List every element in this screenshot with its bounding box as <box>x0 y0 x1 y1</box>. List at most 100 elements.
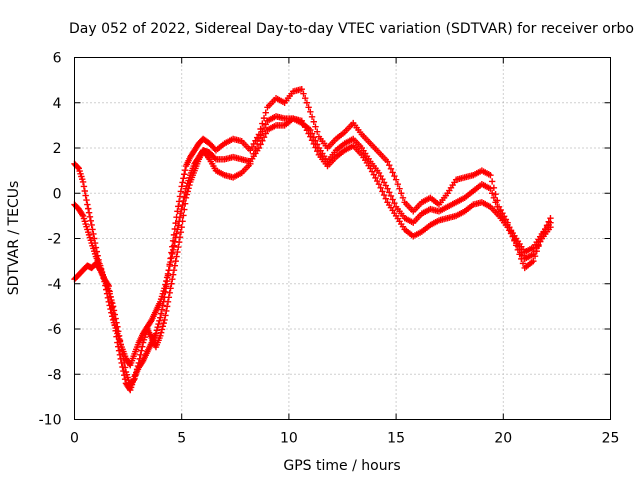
data-point <box>389 196 396 203</box>
data-point <box>301 95 309 102</box>
data-point <box>156 317 163 325</box>
data-point <box>490 194 498 201</box>
data-point <box>85 205 92 212</box>
x-tick-label: 10 <box>280 431 298 447</box>
data-point <box>308 113 316 120</box>
data-point <box>298 85 305 93</box>
axes: 0 5 10 15 20 25 -10 -8 -6 -4 -2 0 2 4 6 <box>39 51 620 447</box>
data-point <box>175 218 183 225</box>
data-point <box>138 347 145 354</box>
data-point <box>389 169 396 176</box>
data-series <box>71 115 554 369</box>
data-point <box>86 213 94 220</box>
data-point <box>163 277 170 285</box>
y-tick-label: 4 <box>53 96 62 112</box>
data-point <box>180 175 187 182</box>
y-tick-label: 2 <box>53 141 62 157</box>
x-tick-label: 20 <box>494 431 512 447</box>
data-point <box>492 199 499 206</box>
data-point <box>163 307 170 315</box>
data-point <box>132 372 139 379</box>
data-point <box>181 171 188 178</box>
data-point <box>74 164 82 171</box>
data-point <box>131 375 138 382</box>
data-point <box>488 190 496 197</box>
data-point <box>173 253 180 260</box>
data-point <box>91 235 98 242</box>
data-point <box>180 197 187 205</box>
data-point <box>136 355 143 363</box>
data-point <box>255 144 263 152</box>
data-point <box>379 188 386 195</box>
data-point <box>380 191 388 199</box>
chart-title: Day 052 of 2022, Sidereal Day-to-day VTE… <box>69 21 634 37</box>
data-point <box>99 271 107 279</box>
data-point <box>169 250 176 258</box>
data-point <box>259 128 266 135</box>
data-point <box>97 265 105 273</box>
data-point <box>157 310 165 317</box>
data-point <box>300 90 307 97</box>
data-point <box>168 254 175 262</box>
data-point <box>105 298 113 306</box>
data-point <box>161 316 168 324</box>
x-tick-label: 0 <box>70 431 79 447</box>
data-point <box>88 221 95 229</box>
data-point <box>84 201 91 208</box>
data-point <box>104 294 112 301</box>
data-point <box>169 246 177 254</box>
data-point <box>101 278 108 285</box>
data-point <box>176 214 184 221</box>
data-point <box>172 257 179 265</box>
data-point <box>97 262 104 269</box>
data-point <box>303 99 311 106</box>
grid <box>74 57 611 420</box>
data-point <box>174 226 181 233</box>
data-point <box>161 285 168 292</box>
data-point <box>387 192 395 200</box>
data-point <box>130 376 137 384</box>
data-point <box>255 135 263 143</box>
data-point <box>181 166 189 174</box>
data-point <box>487 185 494 192</box>
data-point <box>386 189 393 196</box>
data-point <box>174 248 181 256</box>
data-point <box>312 137 319 144</box>
data-point <box>260 124 268 132</box>
data-point <box>530 257 537 265</box>
data-point <box>82 192 89 199</box>
data-point <box>178 205 185 213</box>
data-point <box>260 133 268 141</box>
data-point <box>312 123 319 130</box>
y-tick-label: -6 <box>48 322 62 338</box>
data-point <box>85 209 93 216</box>
data-point <box>134 362 142 370</box>
data-point <box>172 234 179 241</box>
data-point <box>262 130 269 137</box>
data-point <box>171 238 179 245</box>
data-point <box>382 195 390 202</box>
data-point <box>181 189 189 196</box>
data-point <box>494 203 501 211</box>
data-point <box>386 161 393 169</box>
data-point <box>137 351 144 358</box>
data-point <box>135 359 143 367</box>
data-point <box>157 314 164 321</box>
data-point <box>375 181 383 188</box>
data-point <box>260 114 268 122</box>
data-point <box>173 230 180 237</box>
data-point <box>83 196 90 204</box>
data-point <box>262 109 269 116</box>
x-tick-label: 25 <box>602 431 620 447</box>
data-point <box>488 178 496 185</box>
data-point <box>308 130 316 137</box>
data-point <box>121 364 129 371</box>
y-tick-label: 0 <box>53 186 62 202</box>
plot-area <box>71 85 554 394</box>
y-axis-label: SDTVAR / TECUs <box>6 181 22 296</box>
data-point <box>387 165 395 173</box>
data-point <box>167 258 174 266</box>
data-point <box>399 194 407 201</box>
data-point <box>169 271 177 278</box>
data-point <box>177 228 185 236</box>
